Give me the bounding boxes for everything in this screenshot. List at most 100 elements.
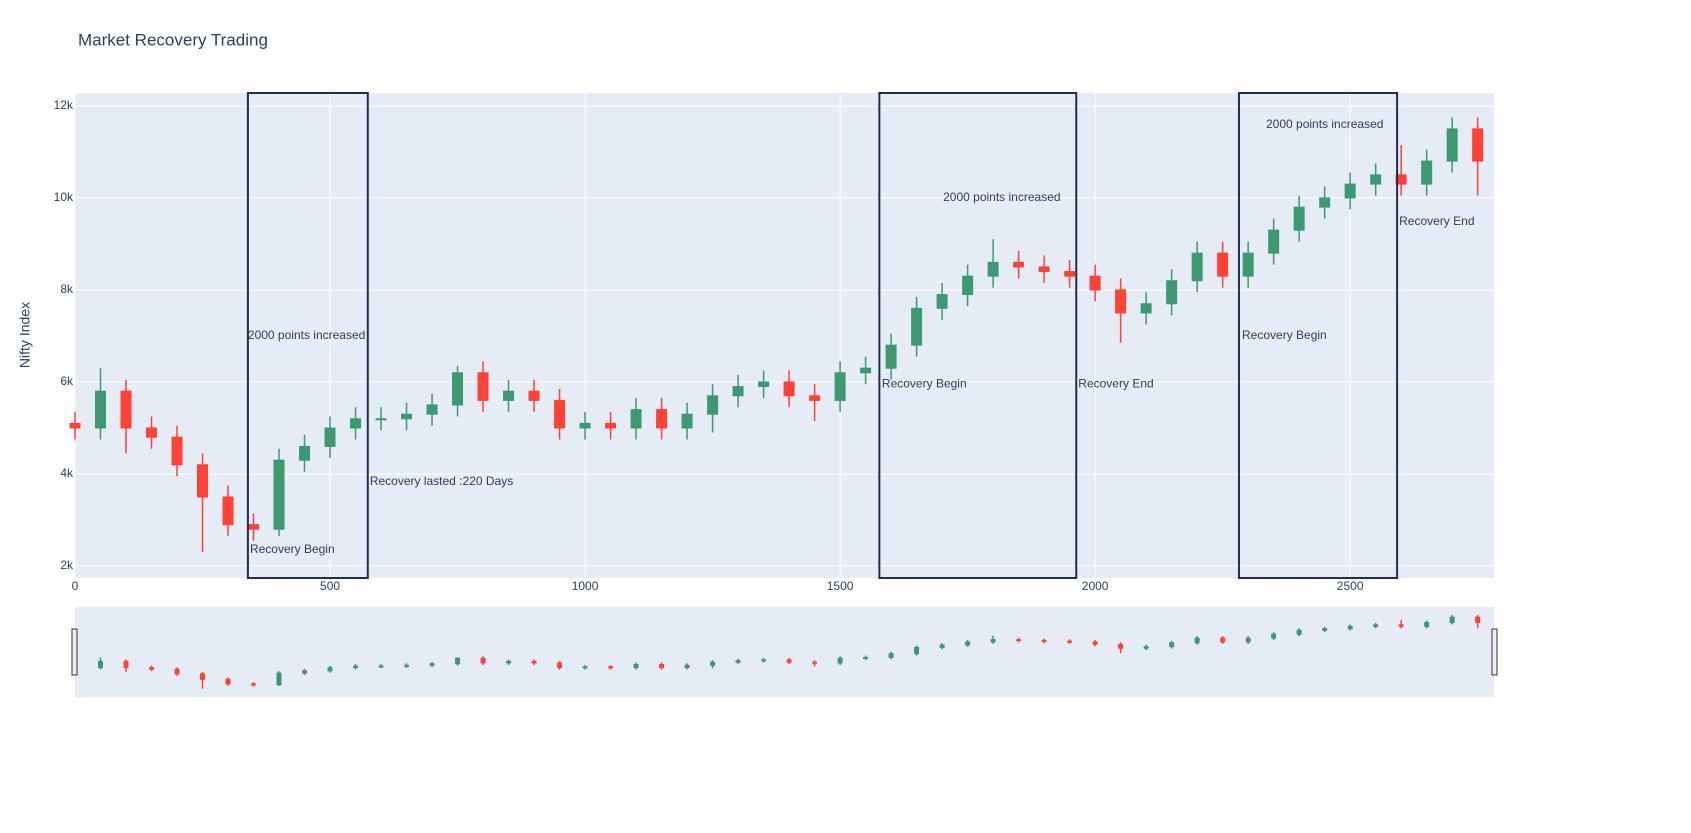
candle-body xyxy=(69,422,81,429)
candle-body xyxy=(608,666,614,669)
candle-body xyxy=(350,418,362,429)
candle-body xyxy=(1245,637,1251,643)
candle-body xyxy=(911,307,923,346)
candle-body xyxy=(273,459,285,530)
candle-body xyxy=(353,665,359,669)
candle-body xyxy=(656,409,668,429)
candle-body xyxy=(1013,261,1025,268)
candle-body xyxy=(225,678,231,685)
candle-body xyxy=(860,367,872,374)
candle-body xyxy=(1118,643,1124,649)
annotation: 2000 points increased xyxy=(248,328,365,342)
candle-body xyxy=(710,661,716,666)
candle-body xyxy=(812,661,818,664)
candle-body xyxy=(684,664,690,669)
candle-body xyxy=(1169,642,1175,648)
candle-body xyxy=(299,445,311,461)
candle-body xyxy=(123,660,129,669)
candle-body xyxy=(120,390,132,429)
candle-body xyxy=(939,644,945,648)
plot-area xyxy=(75,93,1494,578)
candle-body xyxy=(1217,252,1229,277)
candle-body xyxy=(962,275,974,296)
annotation: Recovery Begin xyxy=(1242,328,1327,342)
candle-body xyxy=(1475,616,1481,624)
candle-body xyxy=(302,670,308,674)
candle-body xyxy=(1092,641,1098,645)
candle-body xyxy=(1271,633,1277,639)
candle-body xyxy=(1038,266,1050,273)
candle-body xyxy=(149,667,155,670)
candle-body xyxy=(1115,289,1127,314)
annotation: 2000 points increased xyxy=(1266,117,1383,131)
chart-title: Market Recovery Trading xyxy=(78,30,268,49)
candle-body xyxy=(480,657,486,664)
candle-body xyxy=(1322,628,1328,631)
candle-body xyxy=(1220,637,1226,643)
candle-body xyxy=(1140,303,1152,314)
candle-body xyxy=(758,381,770,388)
candle-body xyxy=(1347,625,1353,630)
candle-body xyxy=(1067,640,1073,643)
candle-body xyxy=(1370,174,1382,185)
candle-body xyxy=(582,666,588,669)
candle-body xyxy=(557,662,563,669)
candle-body xyxy=(375,418,387,421)
x-tick-label: 2500 xyxy=(1337,579,1364,593)
candle-body xyxy=(426,404,438,415)
x-tick-label: 1000 xyxy=(572,579,599,593)
candle-body xyxy=(98,660,104,669)
candle-body xyxy=(1293,206,1305,231)
recovery-box xyxy=(878,92,1078,579)
candle-body xyxy=(605,422,617,429)
y-axis-title: Nifty Index xyxy=(17,302,33,368)
y-tick-label: 10k xyxy=(54,190,74,204)
y-tick-label: 8k xyxy=(60,282,74,296)
rangeslider xyxy=(75,607,1494,697)
candle-body xyxy=(1191,252,1203,282)
candle-body xyxy=(579,422,591,429)
candle-body xyxy=(404,664,410,667)
candle-body xyxy=(401,413,413,420)
x-tick-label: 0 xyxy=(72,579,79,593)
candle-body xyxy=(1446,128,1458,162)
candle-body xyxy=(251,683,257,686)
candle-body xyxy=(761,659,767,662)
candle-body xyxy=(477,372,489,401)
recovery-box xyxy=(246,92,369,579)
candle-body xyxy=(1242,252,1254,277)
candle-body xyxy=(1166,280,1178,305)
candle-body xyxy=(990,639,996,643)
candle-body xyxy=(378,665,384,668)
candle-body xyxy=(174,668,180,675)
x-tick-label: 1500 xyxy=(827,579,854,593)
candle-body xyxy=(834,372,846,401)
candle-body xyxy=(936,294,948,309)
candle-body xyxy=(783,381,795,397)
candle-body xyxy=(681,413,693,429)
candle-body xyxy=(528,390,540,401)
candle-body xyxy=(503,390,515,401)
candle-body xyxy=(885,344,897,369)
candle-body xyxy=(1296,629,1302,635)
candle-body xyxy=(324,427,336,447)
candle-body xyxy=(1472,128,1484,162)
candle-body xyxy=(1268,229,1280,254)
y-tick-label: 4k xyxy=(60,466,74,480)
candle-body xyxy=(276,672,282,686)
candle-body xyxy=(248,524,260,530)
candle-body xyxy=(987,261,999,277)
candle-body xyxy=(1319,197,1331,208)
candle-body xyxy=(327,667,333,672)
candle-body xyxy=(659,664,665,669)
candle-body xyxy=(863,657,869,660)
recovery-box xyxy=(1237,92,1399,579)
candle-body xyxy=(1424,622,1430,627)
rangeslider-handle xyxy=(71,628,78,676)
candle-body xyxy=(1089,275,1101,291)
candle-body xyxy=(837,657,843,664)
candle-body xyxy=(1449,616,1455,624)
annotation: 2000 points increased xyxy=(943,190,1060,204)
